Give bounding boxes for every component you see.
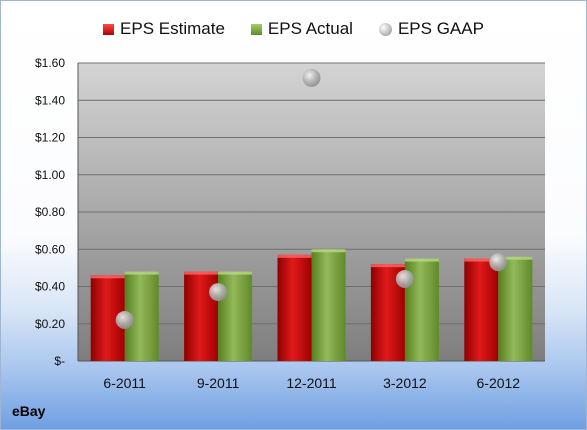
y-tick-label: $1.60 xyxy=(35,56,65,70)
legend-swatch-eps-actual xyxy=(250,23,262,35)
legend-item-eps-actual: EPS Actual xyxy=(250,19,353,39)
legend: EPS Estimate EPS Actual EPS GAAP xyxy=(1,19,586,39)
x-tick-label: 6-2012 xyxy=(477,375,521,391)
x-tick-label: 6-2011 xyxy=(103,375,146,391)
y-tick-label: $0.40 xyxy=(35,280,65,294)
y-axis-ticks: $- $0.20 $0.40 $0.60 $0.80 $1.00 $1.20 $1.40 $1.… xyxy=(35,56,65,368)
legend-label-eps-gaap: EPS GAAP xyxy=(397,19,484,38)
bar-eps-estimate-top xyxy=(464,258,499,262)
company-label: eBay xyxy=(12,403,46,419)
bar-eps-actual-top xyxy=(124,271,159,275)
bar-eps-actual xyxy=(498,256,533,361)
point-eps-gaap xyxy=(209,283,228,302)
y-tick-label: $1.40 xyxy=(35,93,65,107)
legend-label-eps-actual: EPS Actual xyxy=(267,19,353,38)
bar-eps-estimate xyxy=(464,258,499,361)
x-axis-ticks: 6-2011 9-2011 12-2011 3-2012 6-2012 xyxy=(103,375,520,391)
bar-eps-actual-top xyxy=(311,249,346,253)
y-tick-label: $1.00 xyxy=(35,168,65,182)
legend-label-eps-estimate: EPS Estimate xyxy=(120,19,225,38)
bar-eps-estimate-top xyxy=(184,271,219,275)
y-tick-label: $0.60 xyxy=(35,242,65,256)
y-tick-label: $- xyxy=(54,354,65,368)
legend-swatch-eps-estimate xyxy=(103,23,115,35)
bar-eps-actual-top xyxy=(218,271,253,275)
gaap-points xyxy=(115,68,508,330)
y-tick-label: $0.20 xyxy=(35,317,65,331)
point-eps-gaap xyxy=(302,68,321,87)
bar-eps-actual xyxy=(311,249,346,361)
x-tick-label: 9-2011 xyxy=(197,375,240,391)
x-tick-label: 12-2011 xyxy=(286,375,337,391)
legend-item-eps-estimate: EPS Estimate xyxy=(103,19,225,39)
bar-eps-estimate-top xyxy=(277,254,312,258)
x-tick-label: 3-2012 xyxy=(383,375,427,391)
y-tick-label: $0.80 xyxy=(35,205,65,219)
bar-eps-actual-top xyxy=(404,258,439,262)
legend-item-eps-gaap: EPS GAAP xyxy=(378,19,484,39)
bar-eps-estimate-top xyxy=(370,264,405,268)
point-eps-gaap xyxy=(115,311,134,330)
legend-swatch-eps-gaap xyxy=(378,22,392,36)
bar-eps-estimate-top xyxy=(90,275,125,279)
point-eps-gaap xyxy=(489,253,508,272)
point-eps-gaap xyxy=(395,270,414,289)
y-tick-label: $1.20 xyxy=(35,131,65,145)
bar-eps-actual-top xyxy=(498,256,533,260)
bar-eps-estimate xyxy=(277,254,312,361)
